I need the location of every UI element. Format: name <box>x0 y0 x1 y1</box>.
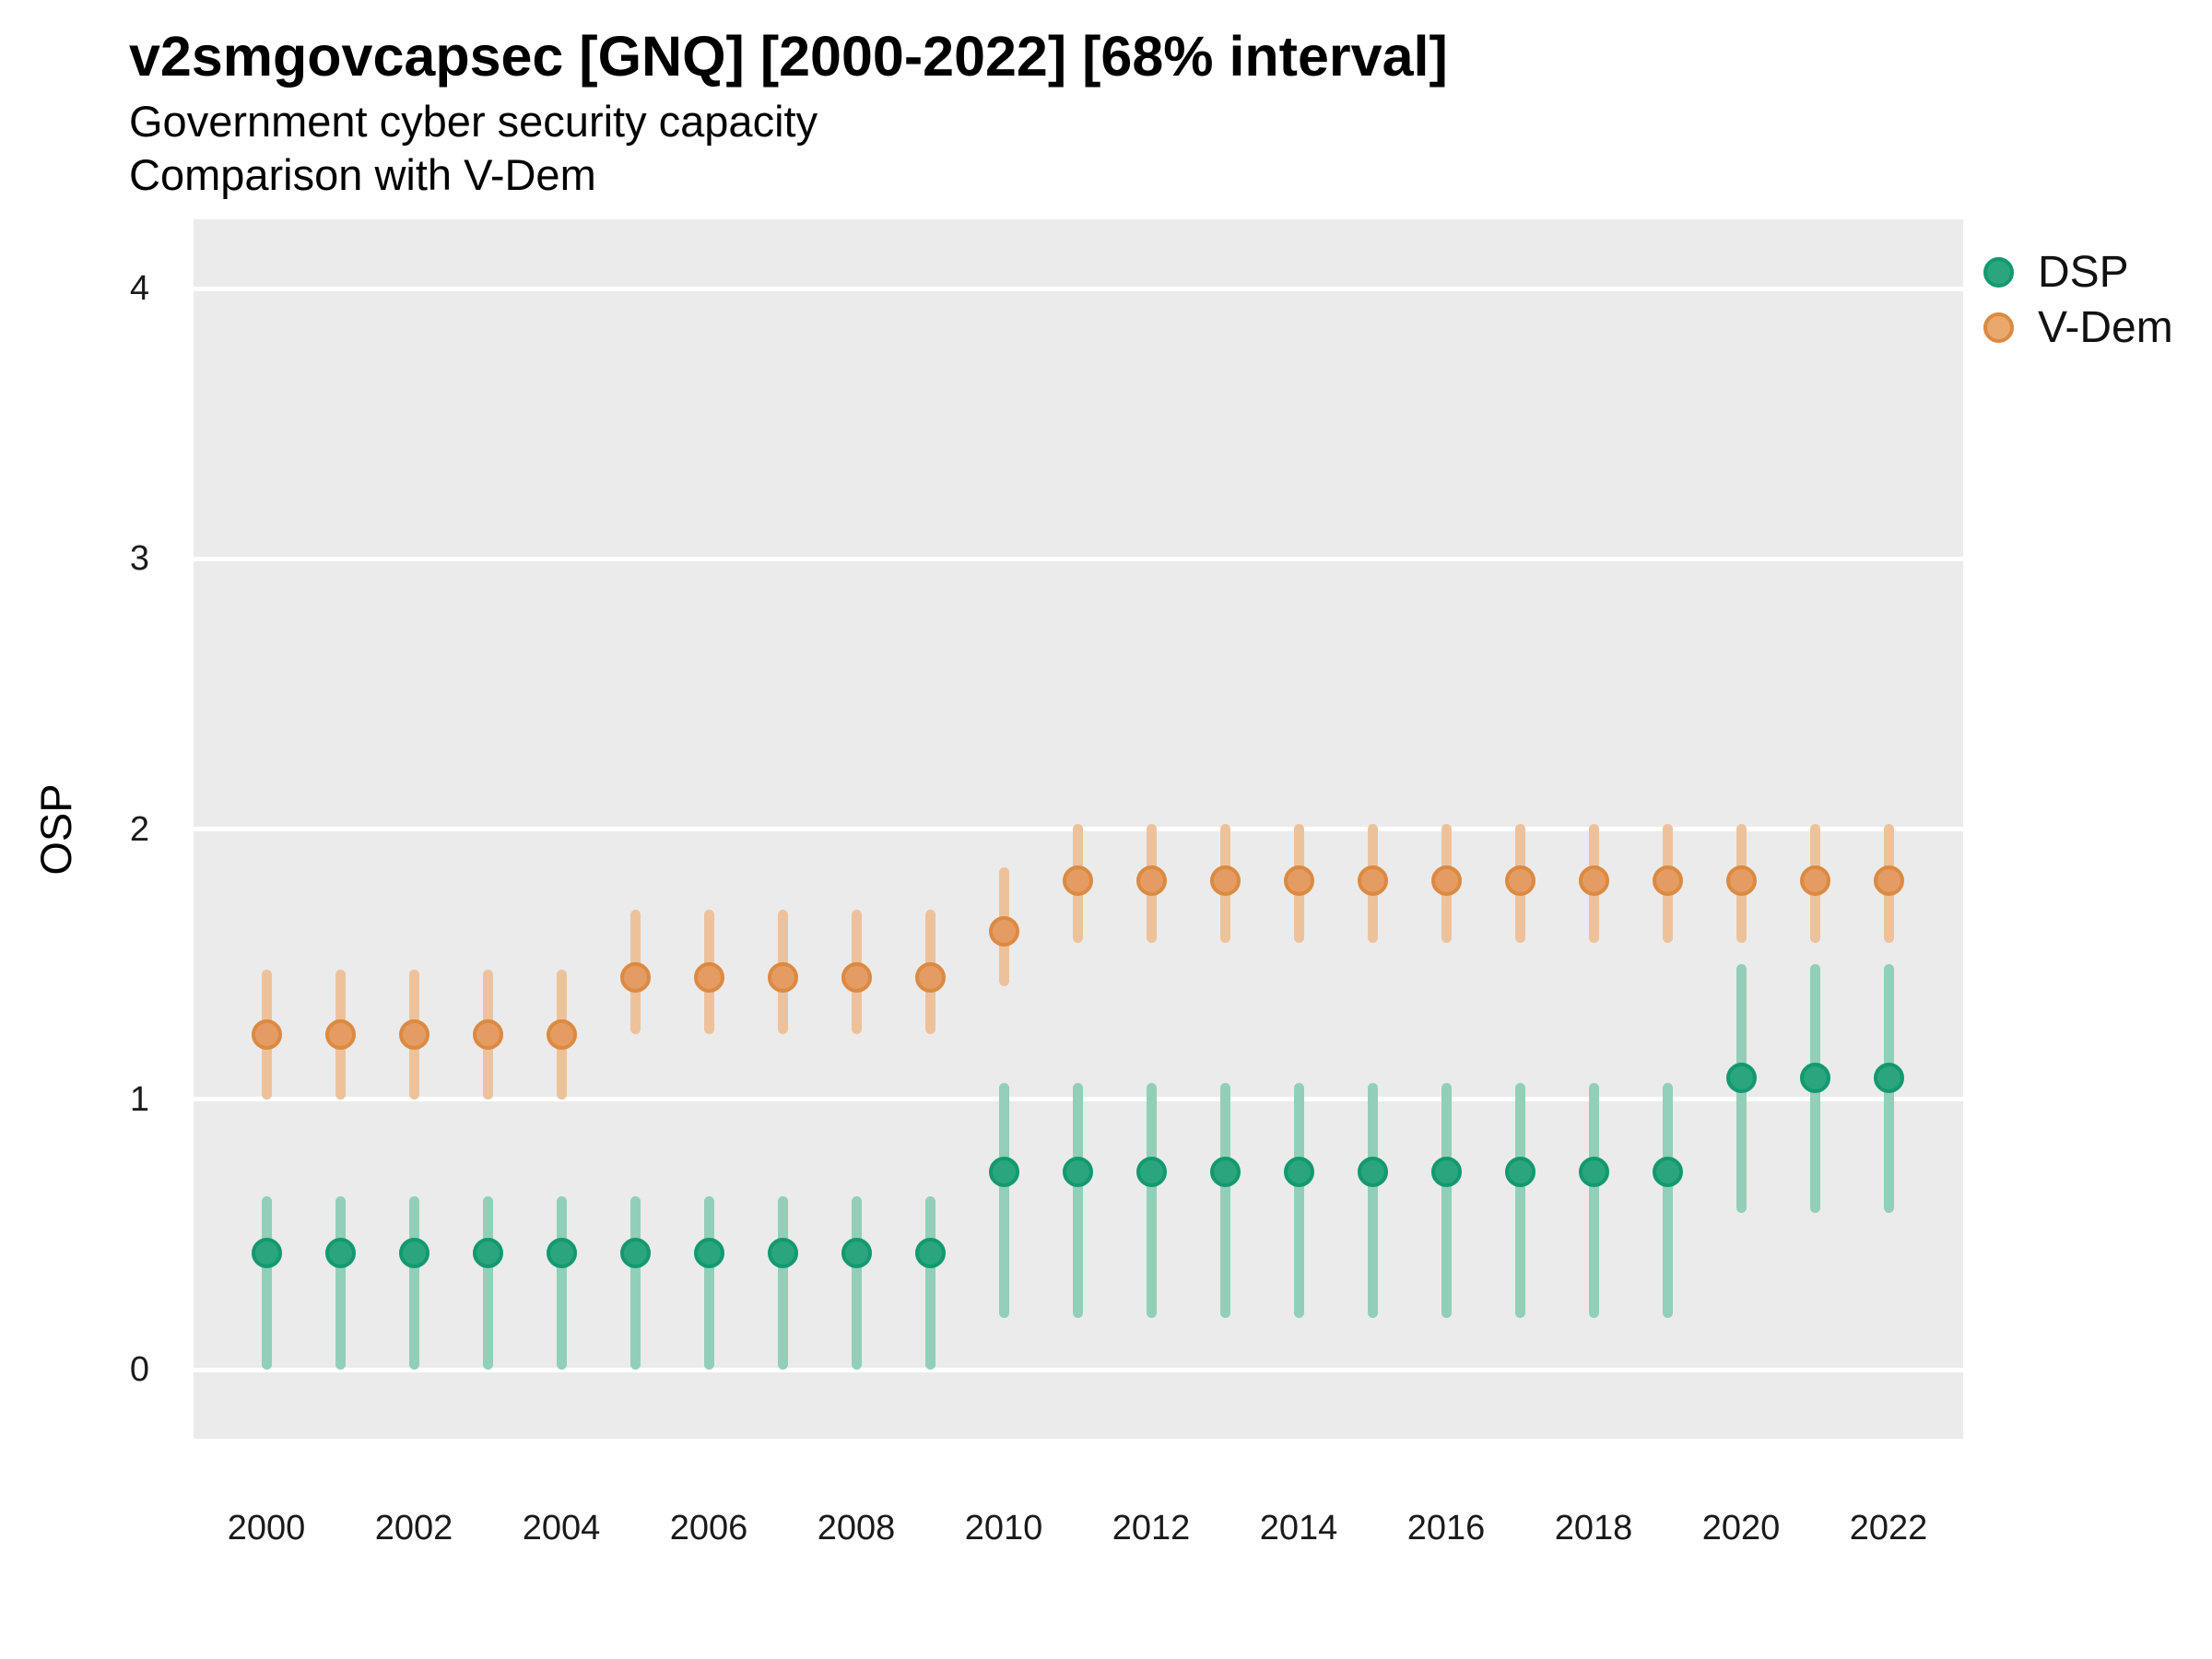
data-point-vdem-2002 <box>398 1018 429 1050</box>
x-tick-label-2008: 2008 <box>817 1509 896 1547</box>
x-tick-label-2012: 2012 <box>1112 1509 1191 1547</box>
interval-bar-dsp-2004 <box>556 1196 567 1370</box>
interval-bar-dsp-2006 <box>703 1196 714 1370</box>
data-point-dsp-2021 <box>1799 1062 1830 1093</box>
data-point-vdem-2009 <box>914 962 946 994</box>
interval-bar-dsp-2011 <box>1072 1083 1083 1319</box>
interval-bar-dsp-2015 <box>1367 1083 1378 1319</box>
x-tick-label-2018: 2018 <box>1554 1509 1633 1547</box>
data-point-vdem-2020 <box>1725 865 1757 896</box>
interval-bar-dsp-2014 <box>1293 1083 1304 1319</box>
gridline-y4 <box>194 286 1963 291</box>
data-point-dsp-2019 <box>1652 1157 1683 1188</box>
data-point-dsp-2000 <box>251 1238 282 1269</box>
x-tick-label-2004: 2004 <box>522 1509 601 1547</box>
data-point-dsp-2007 <box>767 1238 798 1269</box>
data-point-dsp-2014 <box>1283 1157 1314 1188</box>
y-tick-label-4: 4 <box>129 269 149 308</box>
interval-bar-dsp-2010 <box>998 1083 1009 1319</box>
interval-bar-dsp-2002 <box>408 1196 419 1370</box>
data-point-vdem-2004 <box>546 1018 577 1050</box>
interval-bar-dsp-2018 <box>1588 1083 1599 1319</box>
interval-bar-dsp-2000 <box>261 1196 272 1370</box>
x-tick-label-2022: 2022 <box>1849 1509 1928 1547</box>
data-point-vdem-2005 <box>619 962 651 994</box>
y-tick-label-1: 1 <box>129 1079 149 1119</box>
data-point-vdem-2013 <box>1209 865 1241 896</box>
y-tick-label-2: 2 <box>129 809 149 849</box>
data-point-vdem-2011 <box>1062 865 1093 896</box>
data-point-dsp-2011 <box>1062 1157 1093 1188</box>
data-point-dsp-2010 <box>988 1157 1019 1188</box>
data-point-vdem-2019 <box>1652 865 1683 896</box>
data-point-vdem-2018 <box>1578 865 1609 896</box>
data-point-vdem-2016 <box>1430 865 1462 896</box>
chart-subtitle-line2: Comparison with V-Dem <box>129 150 596 199</box>
interval-bar-dsp-2016 <box>1441 1083 1452 1319</box>
interval-bar-dsp-2013 <box>1219 1083 1230 1319</box>
dsp-legend-marker-icon <box>1983 256 2014 288</box>
data-point-dsp-2003 <box>472 1238 503 1269</box>
data-point-vdem-2022 <box>1873 865 1904 896</box>
data-point-vdem-2015 <box>1357 865 1388 896</box>
data-point-dsp-2001 <box>324 1238 356 1269</box>
interval-bar-dsp-2008 <box>851 1196 862 1370</box>
data-point-dsp-2002 <box>398 1238 429 1269</box>
data-point-dsp-2017 <box>1504 1157 1535 1188</box>
data-point-vdem-2008 <box>841 962 872 994</box>
x-tick-label-2016: 2016 <box>1406 1509 1486 1547</box>
data-point-dsp-2006 <box>693 1238 724 1269</box>
data-point-vdem-2012 <box>1135 865 1167 896</box>
data-point-vdem-2001 <box>324 1018 356 1050</box>
interval-bar-dsp-2012 <box>1146 1083 1157 1319</box>
data-point-dsp-2005 <box>619 1238 651 1269</box>
chart-subtitle-line1: Government cyber security capacity <box>129 97 818 146</box>
interval-bar-dsp-2009 <box>924 1196 935 1370</box>
data-point-dsp-2013 <box>1209 1157 1241 1188</box>
data-point-dsp-2020 <box>1725 1062 1757 1093</box>
legend: DSP V-Dem <box>1983 248 2173 365</box>
x-tick-label-2020: 2020 <box>1701 1509 1781 1547</box>
data-point-dsp-2016 <box>1430 1157 1462 1188</box>
data-point-vdem-2021 <box>1799 865 1830 896</box>
data-point-dsp-2015 <box>1357 1157 1388 1188</box>
legend-label-dsp: DSP <box>2038 247 2129 297</box>
chart-title: v2smgovcapsec [GNQ] [2000-2022] [68% int… <box>129 25 1448 88</box>
data-point-dsp-2004 <box>546 1238 577 1269</box>
y-tick-label-3: 3 <box>129 539 149 579</box>
data-point-vdem-2017 <box>1504 865 1535 896</box>
data-point-vdem-2007 <box>767 962 798 994</box>
interval-bar-dsp-2007 <box>777 1196 788 1370</box>
data-point-vdem-2014 <box>1283 865 1314 896</box>
interval-bar-dsp-2003 <box>482 1196 493 1370</box>
gridline-y0 <box>194 1367 1963 1372</box>
vdem-legend-marker-icon <box>1983 312 2014 343</box>
legend-label-vdem: V-Dem <box>2038 302 2173 352</box>
data-point-vdem-2010 <box>988 916 1019 947</box>
interval-bar-dsp-2019 <box>1662 1083 1673 1319</box>
x-tick-label-2000: 2000 <box>227 1509 306 1547</box>
data-point-dsp-2012 <box>1135 1157 1167 1188</box>
x-tick-label-2006: 2006 <box>669 1509 748 1547</box>
interval-bar-dsp-2005 <box>629 1196 641 1370</box>
x-tick-label-2010: 2010 <box>964 1509 1043 1547</box>
legend-item-vdem: V-Dem <box>1983 303 2173 352</box>
x-tick-label-2014: 2014 <box>1259 1509 1338 1547</box>
data-point-dsp-2009 <box>914 1238 946 1269</box>
plot-panel <box>194 219 1963 1439</box>
data-point-dsp-2022 <box>1873 1062 1904 1093</box>
legend-item-dsp: DSP <box>1983 248 2173 297</box>
data-point-vdem-2006 <box>693 962 724 994</box>
x-tick-label-2002: 2002 <box>374 1509 453 1547</box>
y-tick-label-0: 0 <box>129 1350 149 1389</box>
data-point-vdem-2003 <box>472 1018 503 1050</box>
interval-bar-dsp-2001 <box>335 1196 346 1370</box>
data-point-vdem-2000 <box>251 1018 282 1050</box>
data-point-dsp-2018 <box>1578 1157 1609 1188</box>
data-point-dsp-2008 <box>841 1238 872 1269</box>
interval-bar-dsp-2017 <box>1514 1083 1525 1319</box>
gridline-y3 <box>194 556 1963 561</box>
